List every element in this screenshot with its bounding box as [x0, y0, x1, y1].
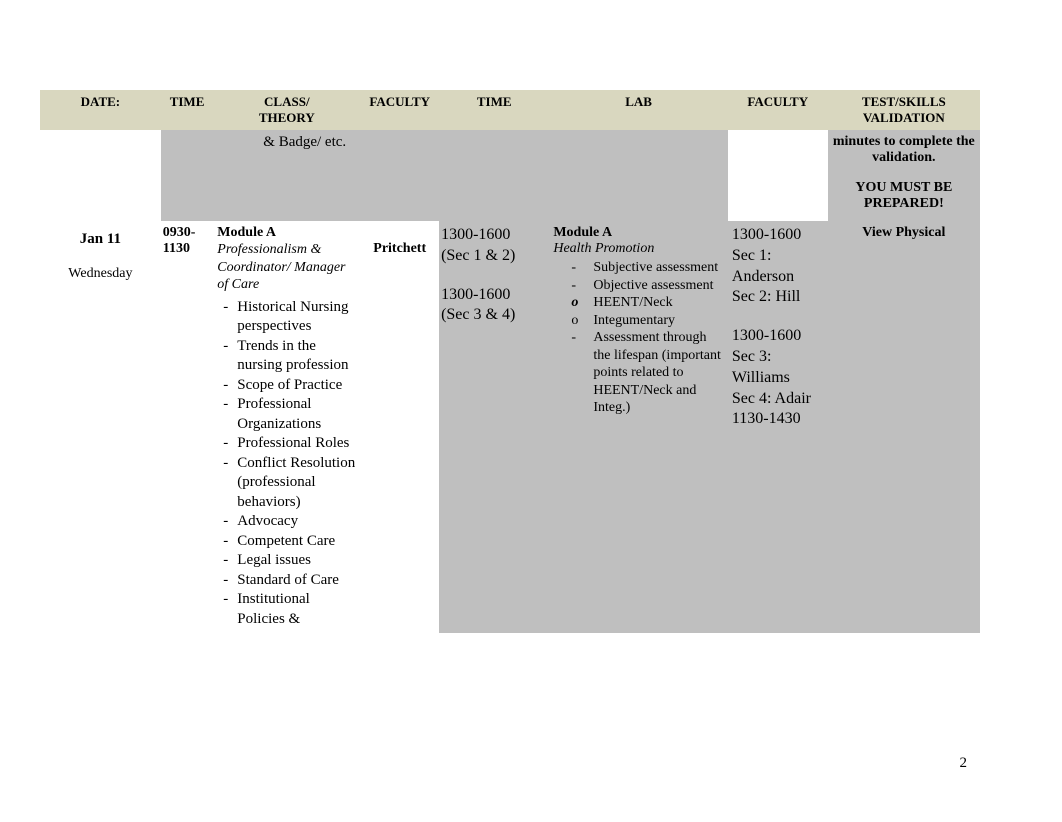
test-continuation-line2: YOU MUST BE PREPARED! — [832, 180, 976, 212]
header-lab: LAB — [549, 90, 728, 130]
header-class: CLASS/ THEORY — [213, 90, 360, 130]
time2-a-sec: (Sec 1 & 2) — [441, 246, 547, 267]
list-item: Legal issues — [237, 551, 356, 571]
list-item: Institutional Policies & — [237, 590, 356, 629]
page-number: 2 — [960, 755, 968, 772]
class-module-title: Module A — [217, 225, 356, 241]
table-row: Jan 11 Wednesday 0930-1130 Module A Prof… — [40, 221, 980, 633]
class-topic-list: Historical Nursing perspectives Trends i… — [217, 298, 356, 630]
row-date: Jan 11 — [40, 231, 161, 248]
header-faculty2: FACULTY — [728, 90, 828, 130]
fac2-line: 1300-1600 — [732, 225, 824, 246]
row-test: View Physical — [828, 221, 980, 633]
lab-subtitle: Health Promotion — [553, 241, 724, 257]
class-continuation: & Badge/ etc. — [213, 130, 360, 221]
row-time2: 1300-1600 (Sec 1 & 2) 1300-1600 (Sec 3 &… — [439, 221, 549, 633]
table-header: DATE: TIME CLASS/ THEORY FACULTY TIME LA… — [40, 90, 980, 130]
fac2-line: Sec 2: Hill — [732, 287, 824, 308]
list-item: Advocacy — [237, 512, 356, 532]
row-dow: Wednesday — [40, 266, 161, 282]
page: DATE: TIME CLASS/ THEORY FACULTY TIME LA… — [0, 0, 1062, 822]
header-time1: TIME — [161, 90, 214, 130]
list-item: Assessment through the lifespan (importa… — [593, 329, 724, 417]
fac2-line: Sec 1: Anderson — [732, 246, 824, 288]
list-item: HEENT/Neck — [593, 294, 724, 312]
fac2-line: Sec 4: Adair — [732, 389, 824, 410]
list-item: Historical Nursing perspectives — [237, 298, 356, 337]
table-row-continuation: & Badge/ etc. minutes to complete the va… — [40, 130, 980, 221]
time2-a: 1300-1600 — [441, 225, 547, 246]
header-faculty1: FACULTY — [360, 90, 439, 130]
row-faculty1: Pritchett — [360, 221, 439, 633]
list-item: Trends in the nursing profession — [237, 337, 356, 376]
fac2-line: 1130-1430 — [732, 409, 824, 430]
list-item: Subjective assessment — [593, 259, 724, 277]
row-time1: 0930-1130 — [161, 221, 214, 633]
fac2-line: 1300-1600 — [732, 326, 824, 347]
lab-topic-list: Subjective assessment Objective assessme… — [553, 259, 724, 417]
time2-b-sec: (Sec 3 & 4) — [441, 305, 547, 326]
row-faculty2: 1300-1600 Sec 1: Anderson Sec 2: Hill 13… — [728, 221, 828, 633]
list-item: Professional Roles — [237, 434, 356, 454]
list-item: Professional Organizations — [237, 395, 356, 434]
schedule-table: DATE: TIME CLASS/ THEORY FACULTY TIME LA… — [40, 90, 980, 633]
list-item: Integumentary — [593, 312, 724, 330]
header-date: DATE: — [40, 90, 161, 130]
test-continuation-line1: minutes to complete the validation. — [832, 134, 976, 166]
list-item: Competent Care — [237, 532, 356, 552]
header-test: TEST/SKILLS VALIDATION — [828, 90, 980, 130]
list-item: Conflict Resolution (professional behavi… — [237, 454, 356, 513]
lab-module-title: Module A — [553, 225, 724, 241]
header-time2: TIME — [439, 90, 549, 130]
class-subtitle: Professionalism & Coordinator/ Manager o… — [217, 241, 356, 294]
list-item: Standard of Care — [237, 571, 356, 591]
test-continuation: minutes to complete the validation. YOU … — [828, 130, 980, 221]
time2-b: 1300-1600 — [441, 285, 547, 306]
list-item: Scope of Practice — [237, 376, 356, 396]
fac2-line: Sec 3: Williams — [732, 347, 824, 389]
list-item: Objective assessment — [593, 277, 724, 295]
